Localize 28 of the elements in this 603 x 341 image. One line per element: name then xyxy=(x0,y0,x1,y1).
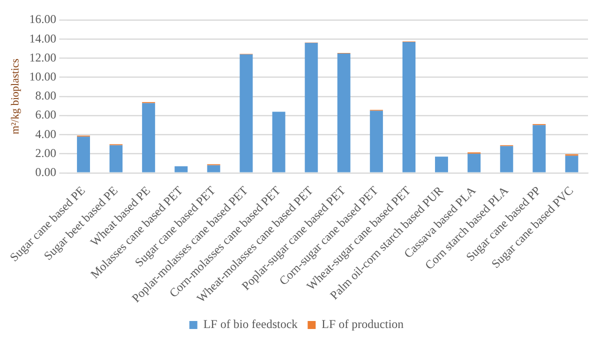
y-tick-label: 2.00 xyxy=(35,146,56,160)
bar xyxy=(76,136,90,172)
bar xyxy=(337,53,350,172)
bar xyxy=(532,125,546,172)
y-tick-label: 8.00 xyxy=(35,88,56,103)
bar xyxy=(435,156,448,172)
bar xyxy=(370,110,383,172)
bar xyxy=(402,42,416,172)
y-tick-label: 6.00 xyxy=(35,108,56,122)
y-tick-label: 0.00 xyxy=(35,165,56,180)
bar xyxy=(110,145,123,172)
bar xyxy=(207,165,220,172)
legend-label: LF of production xyxy=(322,317,404,332)
bar xyxy=(468,154,481,172)
bar xyxy=(304,42,318,172)
bar xyxy=(272,112,286,172)
y-tick-label: 4.00 xyxy=(35,126,56,141)
bar xyxy=(174,166,188,172)
bar xyxy=(142,103,156,172)
y-tick-label: 14.00 xyxy=(29,31,56,46)
y-tick-label: 10.00 xyxy=(29,69,56,84)
y-axis-title: m²/kg bioplastics xyxy=(9,58,22,134)
legend-label: LF of bio feedstock xyxy=(203,317,298,332)
bar xyxy=(565,156,578,172)
y-tick-label: 12.00 xyxy=(29,50,56,64)
bar xyxy=(500,146,514,172)
y-tick-label: 16.00 xyxy=(29,12,56,26)
bar xyxy=(240,54,253,172)
